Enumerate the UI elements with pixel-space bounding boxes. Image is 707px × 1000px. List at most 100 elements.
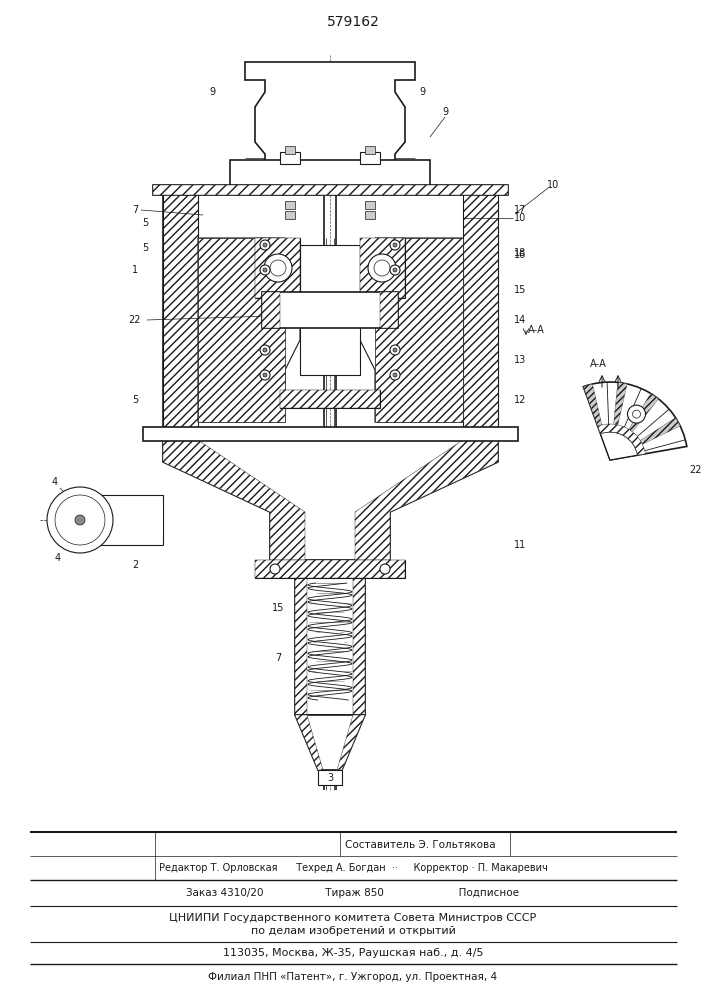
Text: 5: 5 xyxy=(132,395,138,405)
Circle shape xyxy=(393,243,397,247)
Bar xyxy=(163,193,198,432)
Text: 4: 4 xyxy=(52,477,58,487)
Text: 22: 22 xyxy=(690,465,702,475)
Text: 15: 15 xyxy=(271,603,284,613)
Text: 9: 9 xyxy=(209,87,215,97)
Bar xyxy=(360,238,405,298)
Polygon shape xyxy=(337,715,365,770)
Bar xyxy=(360,152,380,164)
Bar xyxy=(153,185,508,195)
Polygon shape xyxy=(245,62,415,170)
Circle shape xyxy=(264,254,292,282)
Wedge shape xyxy=(600,432,638,460)
Bar xyxy=(353,578,365,715)
Text: 6: 6 xyxy=(132,525,138,535)
Bar xyxy=(85,495,163,545)
Circle shape xyxy=(393,268,397,272)
Circle shape xyxy=(393,348,397,352)
Text: 16: 16 xyxy=(514,250,526,260)
Polygon shape xyxy=(198,238,300,422)
Text: 22: 22 xyxy=(129,315,141,325)
Text: 11: 11 xyxy=(514,540,526,550)
Bar xyxy=(285,211,295,219)
Bar xyxy=(153,185,508,195)
Bar xyxy=(295,578,307,715)
Bar xyxy=(365,201,375,209)
Circle shape xyxy=(263,373,267,377)
Wedge shape xyxy=(624,393,658,438)
Circle shape xyxy=(390,345,400,355)
Text: ЦНИИПИ Государственного комитета Совета Министров СССР: ЦНИИПИ Государственного комитета Совета … xyxy=(170,913,537,923)
Polygon shape xyxy=(295,715,365,770)
Circle shape xyxy=(628,405,645,423)
Polygon shape xyxy=(163,440,305,560)
Bar xyxy=(255,560,405,578)
Text: по делам изобретений и открытий: по делам изобретений и открытий xyxy=(250,926,455,936)
Text: 10: 10 xyxy=(514,213,526,223)
Text: 7: 7 xyxy=(275,653,281,663)
Circle shape xyxy=(380,564,390,574)
Bar xyxy=(163,193,498,432)
Text: 1: 1 xyxy=(132,265,138,275)
Text: 3: 3 xyxy=(327,773,333,783)
Bar xyxy=(380,292,398,328)
Bar xyxy=(280,390,380,408)
Bar xyxy=(280,390,380,408)
Circle shape xyxy=(390,265,400,275)
Text: 7: 7 xyxy=(132,205,138,215)
Polygon shape xyxy=(163,440,498,560)
Text: 14: 14 xyxy=(514,315,526,325)
Wedge shape xyxy=(597,424,645,455)
Text: А-А: А-А xyxy=(527,325,544,335)
Text: 15: 15 xyxy=(514,285,526,295)
Text: 5: 5 xyxy=(142,218,148,228)
Circle shape xyxy=(260,345,270,355)
Bar xyxy=(285,201,295,209)
Text: А-А: А-А xyxy=(590,359,607,369)
Bar xyxy=(262,292,398,328)
Text: Заказ 4310/20                   Тираж 850                       Подписное: Заказ 4310/20 Тираж 850 Подписное xyxy=(187,888,520,898)
Wedge shape xyxy=(583,382,686,460)
Circle shape xyxy=(75,515,85,525)
Circle shape xyxy=(374,260,390,276)
Bar xyxy=(463,193,498,432)
Bar xyxy=(318,770,342,785)
Bar xyxy=(230,160,430,188)
Circle shape xyxy=(633,410,641,418)
Circle shape xyxy=(260,240,270,250)
Bar xyxy=(300,245,360,375)
Bar xyxy=(285,146,295,154)
Polygon shape xyxy=(355,440,498,560)
Bar xyxy=(280,152,300,164)
Text: 4: 4 xyxy=(55,553,61,563)
Bar xyxy=(255,560,405,578)
Bar xyxy=(255,238,300,298)
Circle shape xyxy=(260,265,270,275)
Text: 2: 2 xyxy=(132,560,138,570)
Circle shape xyxy=(263,243,267,247)
Circle shape xyxy=(368,254,396,282)
Text: Редактор Т. Орловская      Техред А. Богдан  ··     Корректор · П. Макаревич: Редактор Т. Орловская Техред А. Богдан ·… xyxy=(158,863,547,873)
Text: 9: 9 xyxy=(442,107,448,117)
Bar xyxy=(143,427,518,441)
Bar xyxy=(262,292,280,328)
Polygon shape xyxy=(360,238,463,422)
Bar xyxy=(360,238,405,298)
Bar xyxy=(198,238,285,422)
Circle shape xyxy=(260,370,270,380)
Circle shape xyxy=(55,495,105,545)
Text: 5: 5 xyxy=(142,243,148,253)
Bar xyxy=(365,211,375,219)
Text: 17: 17 xyxy=(514,205,526,215)
Text: 10: 10 xyxy=(547,180,559,190)
Circle shape xyxy=(270,260,286,276)
Circle shape xyxy=(393,373,397,377)
Circle shape xyxy=(390,240,400,250)
Text: 18: 18 xyxy=(514,248,526,258)
Circle shape xyxy=(263,268,267,272)
Circle shape xyxy=(390,370,400,380)
Circle shape xyxy=(47,487,113,553)
Bar xyxy=(295,578,365,715)
Circle shape xyxy=(263,348,267,352)
Bar xyxy=(255,238,300,298)
